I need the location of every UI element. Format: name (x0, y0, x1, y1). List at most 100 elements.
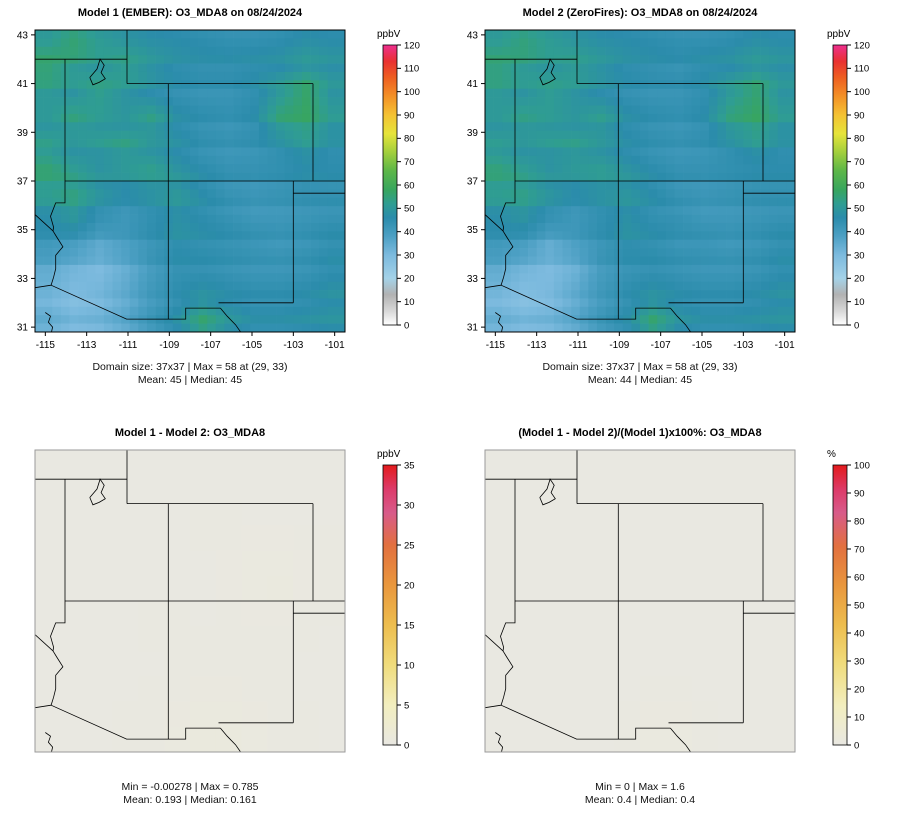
svg-text:10: 10 (404, 660, 415, 671)
stats-line-2: Mean: 0.4 | Median: 0.4 (585, 794, 695, 806)
plot-frame (484, 449, 796, 753)
svg-text:120: 120 (404, 40, 420, 51)
svg-text:37: 37 (17, 177, 29, 188)
svg-text:-111: -111 (119, 340, 138, 351)
svg-text:40: 40 (404, 227, 415, 238)
chart-title: Model 2 (ZeroFires): O3_MDA8 on 08/24/20… (523, 7, 759, 19)
stats-line-1: Min = -0.00278 | Max = 0.785 (122, 781, 259, 793)
svg-text:-115: -115 (486, 340, 506, 351)
svg-text:10: 10 (854, 297, 865, 308)
svg-text:30: 30 (404, 250, 415, 261)
chart-title: Model 1 - Model 2: O3_MDA8 (115, 427, 265, 439)
svg-text:-101: -101 (325, 340, 345, 351)
svg-text:0: 0 (854, 740, 859, 751)
panel-percent-difference: (Model 1 - Model 2)/(Model 1)x100%: O3_M… (484, 427, 870, 806)
svg-text:110: 110 (404, 64, 419, 75)
colorbar: ppbV 0 10 20 30 40 50 60 70 80 90 100 110 120 (827, 29, 870, 331)
colorbar-gradient (382, 464, 398, 746)
svg-text:-113: -113 (527, 340, 547, 351)
colorbar: ppbV 0 10 20 30 40 50 60 70 80 90 100 110 120 (377, 29, 420, 331)
svg-text:43: 43 (467, 30, 479, 41)
svg-text:40: 40 (854, 227, 865, 238)
svg-text:20: 20 (404, 580, 415, 591)
colorbar-gradient (382, 44, 398, 326)
svg-text:39: 39 (467, 128, 479, 139)
heatmap-plot-model1: -115 -113 -111 -109 -107 -105 -103 -101 31 33 35 37… (17, 29, 420, 351)
state-borders (35, 30, 345, 332)
chart-title: Model 1 (EMBER): O3_MDA8 on 08/24/2024 (78, 7, 303, 19)
heatmap-plot-model2: -115 -113 -111 -109 -107 -105 -103 -101 31 33 35 37… (467, 29, 870, 351)
svg-text:70: 70 (404, 157, 415, 168)
svg-text:-111: -111 (569, 340, 588, 351)
svg-text:0: 0 (854, 320, 859, 331)
colorbar-unit-label: ppbV (827, 29, 851, 40)
svg-text:37: 37 (467, 177, 479, 188)
svg-text:90: 90 (854, 110, 865, 121)
svg-text:10: 10 (854, 712, 865, 723)
panel-model2: Model 2 (ZeroFires): O3_MDA8 on 08/24/20… (467, 7, 870, 386)
svg-text:60: 60 (854, 180, 865, 191)
svg-text:33: 33 (17, 274, 29, 285)
svg-text:35: 35 (17, 225, 29, 236)
svg-text:-105: -105 (692, 340, 712, 351)
svg-text:30: 30 (854, 250, 865, 261)
svg-text:0: 0 (404, 740, 409, 751)
svg-text:80: 80 (854, 516, 865, 527)
state-borders (485, 30, 795, 332)
svg-text:-109: -109 (159, 340, 179, 351)
colorbar: % 0 10 20 30 40 50 60 70 80 90 100 (827, 449, 870, 751)
svg-text:120: 120 (854, 40, 870, 51)
svg-text:50: 50 (854, 600, 865, 611)
svg-text:35: 35 (404, 460, 415, 471)
panel-model1: Model 1 (EMBER): O3_MDA8 on 08/24/2024 -… (17, 7, 420, 386)
svg-text:20: 20 (854, 684, 865, 695)
heatmap-cells (485, 450, 795, 752)
chart-title: (Model 1 - Model 2)/(Model 1)x100%: O3_M… (518, 427, 761, 439)
svg-text:100: 100 (854, 460, 870, 471)
svg-text:100: 100 (854, 87, 870, 98)
axes: -115 -113 -111 -109 -107 -105 -103 -101 31 33 35 37… (17, 30, 345, 351)
svg-text:-103: -103 (283, 340, 303, 351)
svg-text:-109: -109 (609, 340, 629, 351)
svg-text:33: 33 (467, 274, 479, 285)
colorbar-unit-label: ppbV (377, 29, 401, 40)
colorbar-gradient (832, 464, 848, 746)
svg-text:70: 70 (854, 544, 865, 555)
axes: -115 -113 -111 -109 -107 -105 -103 -101 31 33 35 37… (467, 30, 795, 351)
stats-line-1: Min = 0 | Max = 1.6 (595, 781, 685, 793)
svg-text:0: 0 (404, 320, 409, 331)
svg-text:39: 39 (17, 128, 29, 139)
svg-text:40: 40 (854, 628, 865, 639)
stats-line-1: Domain size: 37x37 | Max = 58 at (29, 33… (92, 361, 287, 373)
svg-text:41: 41 (17, 79, 29, 90)
svg-text:60: 60 (854, 572, 865, 583)
svg-text:-101: -101 (775, 340, 795, 351)
svg-text:-105: -105 (242, 340, 262, 351)
panel-difference: Model 1 - Model 2: O3_MDA8 ppbV 0 5 10 15 20 2… (34, 427, 415, 806)
stats-line-2: Mean: 0.193 | Median: 0.161 (123, 794, 257, 806)
svg-text:43: 43 (17, 30, 29, 41)
svg-text:50: 50 (854, 204, 865, 215)
svg-text:20: 20 (854, 274, 865, 285)
svg-text:30: 30 (404, 500, 415, 511)
colorbar-unit-label: % (827, 449, 836, 460)
svg-text:-115: -115 (36, 340, 56, 351)
colorbar: ppbV 0 5 10 15 20 25 30 35 (377, 449, 415, 751)
svg-text:90: 90 (404, 110, 415, 121)
svg-text:110: 110 (854, 64, 869, 75)
svg-text:41: 41 (467, 79, 479, 90)
svg-text:31: 31 (467, 323, 479, 334)
svg-text:-103: -103 (733, 340, 753, 351)
heatmap-cells (35, 30, 345, 332)
heatmap-plot-difference: ppbV 0 5 10 15 20 25 30 35 (34, 449, 415, 753)
heatmap-plot-percent-difference: % 0 10 20 30 40 50 60 70 80 90 100 (484, 449, 870, 753)
plot-frame (34, 449, 346, 753)
svg-text:-107: -107 (651, 340, 671, 351)
colorbar-unit-label: ppbV (377, 449, 401, 460)
svg-text:100: 100 (404, 87, 420, 98)
svg-text:-107: -107 (201, 340, 221, 351)
stats-line-1: Domain size: 37x37 | Max = 58 at (29, 33… (542, 361, 737, 373)
svg-text:5: 5 (404, 700, 409, 711)
